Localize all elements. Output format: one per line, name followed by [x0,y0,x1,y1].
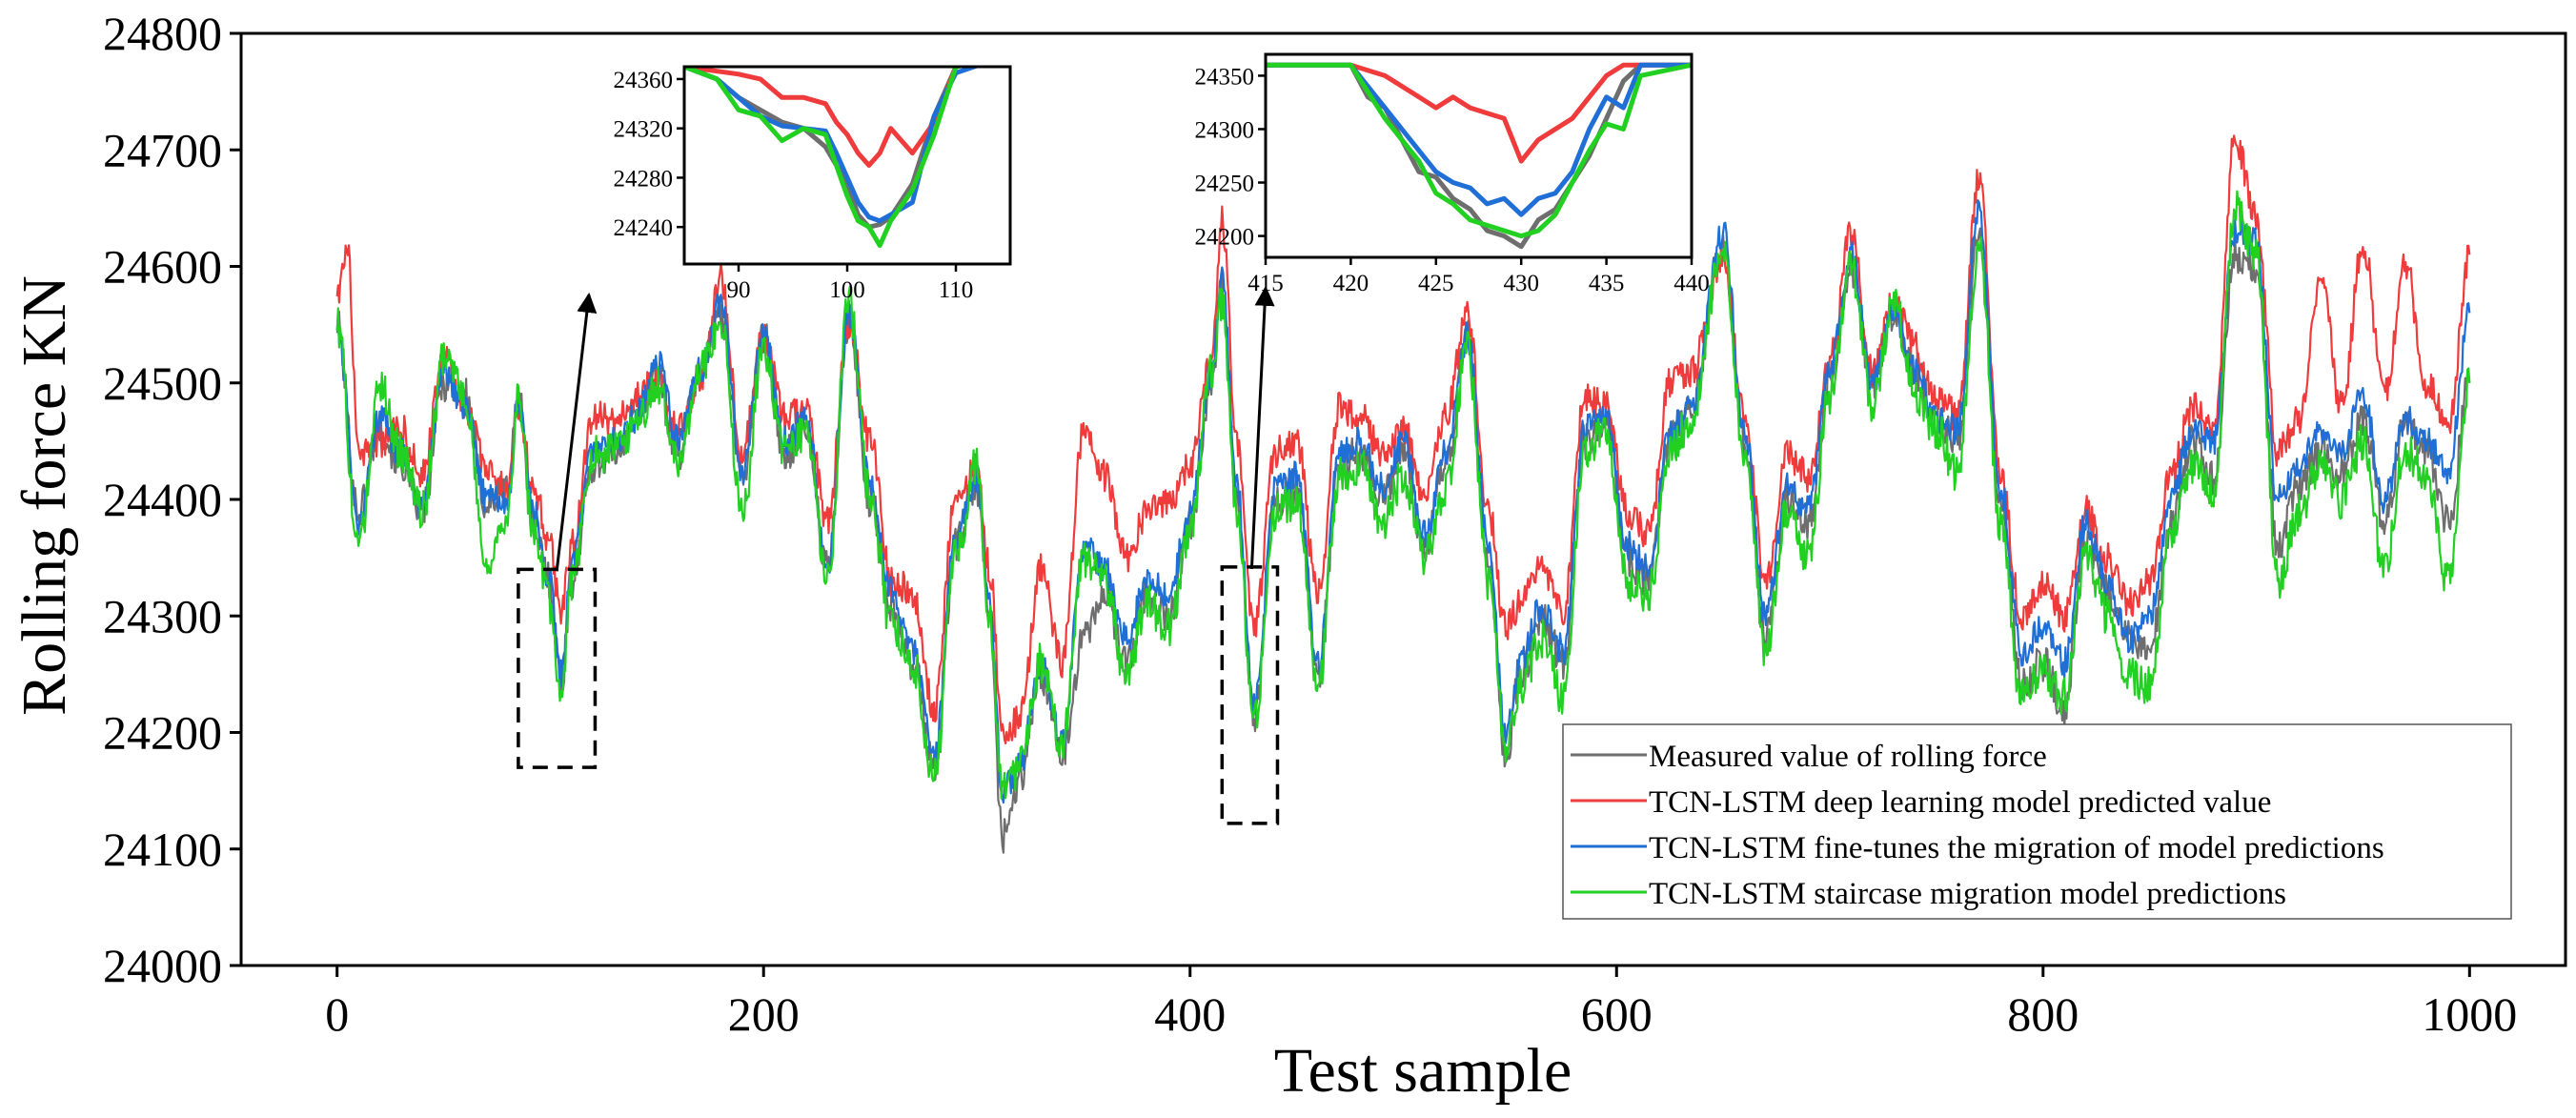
inset-x-tick-label: 110 [939,277,974,303]
legend-box [1562,723,2512,920]
inset-series-line-2 [684,67,967,168]
inset-series-line-2 [1266,62,1692,164]
inset-1: 90 100 110 24240 24280 24320 24360 [614,65,1012,303]
inset-series-line-4 [684,67,967,249]
inset-x-tick-label: 90 [727,277,751,303]
x-tick-label: 400 [1154,987,1226,1041]
inset-lines [684,67,982,249]
y-tick-label: 24200 [103,706,222,760]
y-tick-label: 24600 [103,240,222,294]
inset-series-line-4 [1266,62,1692,239]
inset-y-tick-label: 24360 [614,68,674,93]
zoom-arrow-1 [555,292,598,572]
inset-y-tick-label: 24300 [1195,117,1255,143]
inset-x-tick-label: 420 [1333,271,1369,296]
y-tick-label: 24100 [103,823,222,876]
x-tick-label: 1000 [2422,987,2517,1041]
y-tick-label: 24800 [103,7,222,60]
inset-series-line-3 [1266,62,1692,217]
zoom-region-box-2 [1220,565,1280,825]
zoom-boxes-group [517,285,1280,825]
x-tick-label: 200 [728,987,800,1041]
inset-y-tick-label: 24350 [1195,64,1255,90]
inset-background [1266,54,1692,257]
legend-label-4: TCN-LSTM staircase migration model predi… [1649,877,2286,911]
inset-background [684,67,1010,264]
zoom-arrow-2 [1249,285,1275,569]
inset-y-tick-label: 24250 [1195,172,1255,197]
series-line-4 [335,190,2471,800]
y-tick-label: 24400 [103,473,222,526]
inset-x-tick-label: 425 [1418,271,1454,296]
inset-x-tick-label: 430 [1503,271,1539,296]
inset-frame [1264,52,1694,259]
x-axis-label: Test sample [1274,1036,1572,1106]
y-tick-label: 24300 [103,589,222,642]
inset-y-tick-label: 24240 [614,215,674,241]
inset-x-tick-label: 435 [1589,271,1625,296]
legend: Measured value of rolling force TCN-LSTM … [1562,723,2512,920]
legend-label-1: Measured value of rolling force [1649,740,2047,774]
insets-group: 90 100 110 24240 24280 24320 24360 415 420 425 430… [614,52,1710,303]
inset-x-tick-label: 415 [1247,271,1284,296]
inset-2: 415 420 425 430 435 440 24200 24250 24300 24350 [1195,52,1710,296]
y-axis-label: Rolling force KN [10,275,79,716]
y-tick-label: 24700 [103,123,222,176]
axes-group: 0 200 400 600 800 1000 24000 24100 24200 24300 244… [103,7,2567,1041]
inset-x-tick-label: 440 [1673,271,1710,296]
inset-lines [1266,62,1692,250]
x-tick-label: 0 [325,987,349,1041]
main-series-group [335,134,2471,854]
inset-y-tick-label: 24280 [614,166,674,192]
legend-label-2: TCN-LSTM deep learning model predicted v… [1649,785,2271,820]
legend-label-3: TCN-LSTM fine-tunes the migration of mod… [1649,831,2384,865]
x-tick-label: 600 [1581,987,1653,1041]
x-tick-label: 800 [2007,987,2079,1041]
inset-y-tick-label: 24320 [614,117,674,143]
y-tick-label: 24000 [103,939,222,992]
y-tick-label: 24500 [103,356,222,410]
inset-y-tick-label: 24200 [1195,225,1255,251]
inset-x-tick-label: 100 [829,277,865,303]
